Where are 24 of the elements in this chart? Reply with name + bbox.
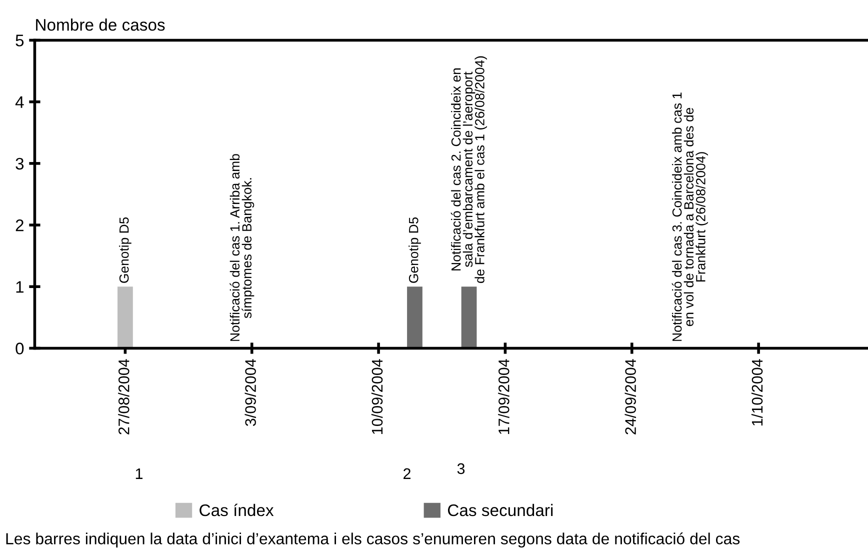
- y-tick-label: 3: [16, 158, 24, 170]
- x-tick-label: 1/10/2004: [751, 359, 763, 426]
- x-tick-label: 3/09/2004: [244, 359, 256, 426]
- y-tick-label: 2: [16, 219, 24, 232]
- x-tick-label: 10/09/2004: [371, 359, 383, 434]
- annotation: Genotip D5: [119, 217, 132, 283]
- annotation: Genotip D5: [408, 217, 421, 283]
- y-tick-label: 4: [15, 96, 24, 108]
- x-tick-label: 24/09/2004: [624, 359, 636, 434]
- legend-label: Cas índex: [200, 504, 274, 516]
- annotation: Notificació del cas 3. Coincideix amb cas 1 en vol de tornada a Barcelona des de Frankfurt (26/08/2004): [672, 92, 708, 341]
- y-tick-label: 1: [16, 281, 24, 293]
- y-axis-title: Nombre de casos: [36, 18, 165, 31]
- text: 2: [404, 468, 410, 479]
- text: Les barres indiquen la data d’inici d’exantema i els casos s’enumeren segons data de notificació del cas: [6, 532, 740, 548]
- legend-label: Cas secundari: [448, 504, 553, 516]
- annotation: Notificació del cas 1. Arriba amb símptomes de Bangkok.: [230, 154, 254, 341]
- x-tick-label: 27/08/2004: [118, 359, 130, 434]
- annotation: Notificació del cas 2. Coincideix en sala d’embarcament de l’aeroport de Frankfurt amb el cas 1 (26/08/2004): [450, 56, 487, 283]
- x-tick-label: 17/09/2004: [498, 359, 510, 434]
- text: 3: [457, 463, 465, 474]
- text: 1: [136, 468, 143, 479]
- y-tick-label: 0: [16, 342, 24, 354]
- y-tick-label: 5: [16, 34, 24, 46]
